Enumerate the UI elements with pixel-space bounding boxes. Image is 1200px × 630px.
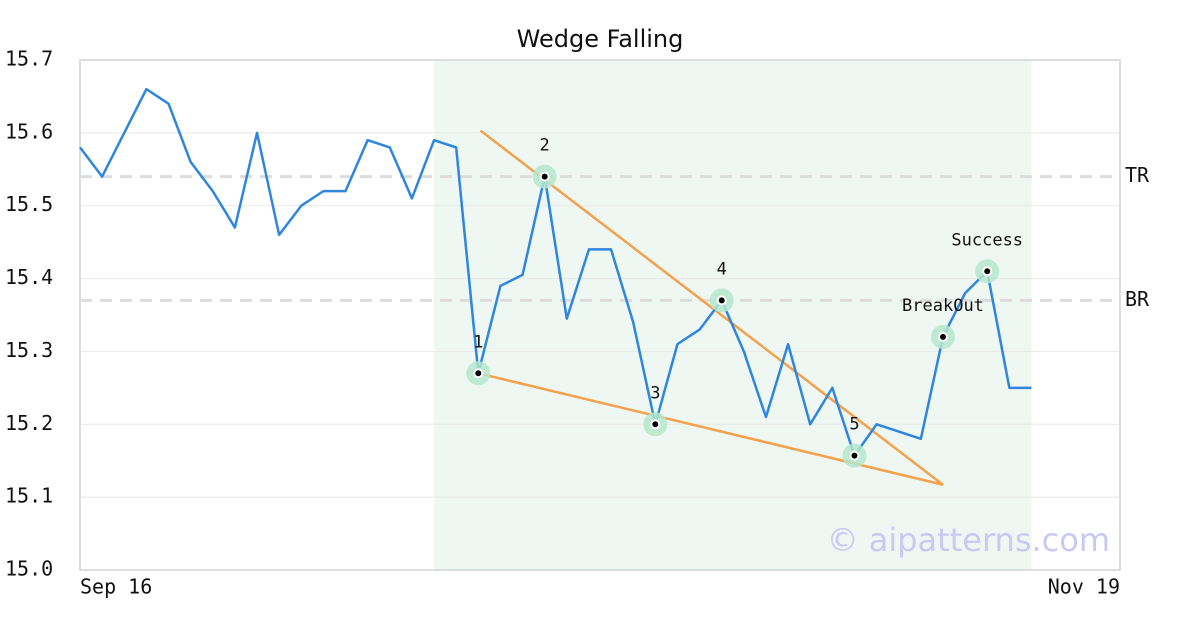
- highlight-region: [434, 60, 1032, 570]
- pattern-label: 1: [473, 332, 483, 352]
- x-tick-label: Sep 16: [80, 575, 152, 599]
- pattern-point: [849, 450, 860, 461]
- pattern-point: [716, 295, 727, 306]
- pattern-point: [937, 331, 948, 342]
- y-tick-label: 15.6: [5, 119, 53, 143]
- pattern-label: 2: [540, 136, 550, 156]
- pattern-point: [539, 171, 550, 182]
- y-tick-label: 15.7: [5, 47, 53, 71]
- pattern-label: 4: [717, 259, 727, 279]
- pattern-point: [982, 266, 993, 277]
- x-tick-label: Nov 19: [1048, 575, 1120, 599]
- level-label: TR: [1125, 163, 1150, 187]
- price-line: [79, 87, 1032, 457]
- y-tick-label: 15.1: [5, 484, 53, 508]
- watermark: © aipatterns.com: [827, 521, 1110, 559]
- y-tick-label: 15.3: [5, 338, 53, 362]
- chart-title: Wedge Falling: [517, 25, 684, 53]
- plot-frame: [79, 59, 1121, 571]
- trend-line: [479, 129, 944, 486]
- pattern-point: [650, 419, 661, 430]
- trend-line: [478, 372, 944, 486]
- y-tick-label: 15.4: [5, 265, 53, 289]
- pattern-point: [473, 368, 484, 379]
- pattern-label: Success: [951, 230, 1023, 250]
- y-tick-label: 15.0: [5, 557, 53, 581]
- pattern-label: BreakOut: [902, 296, 984, 316]
- y-tick-label: 15.2: [5, 411, 53, 435]
- y-tick-label: 15.5: [5, 192, 53, 216]
- pattern-label: 5: [849, 415, 859, 435]
- pattern-label: 3: [650, 383, 660, 403]
- level-label: BR: [1125, 287, 1150, 311]
